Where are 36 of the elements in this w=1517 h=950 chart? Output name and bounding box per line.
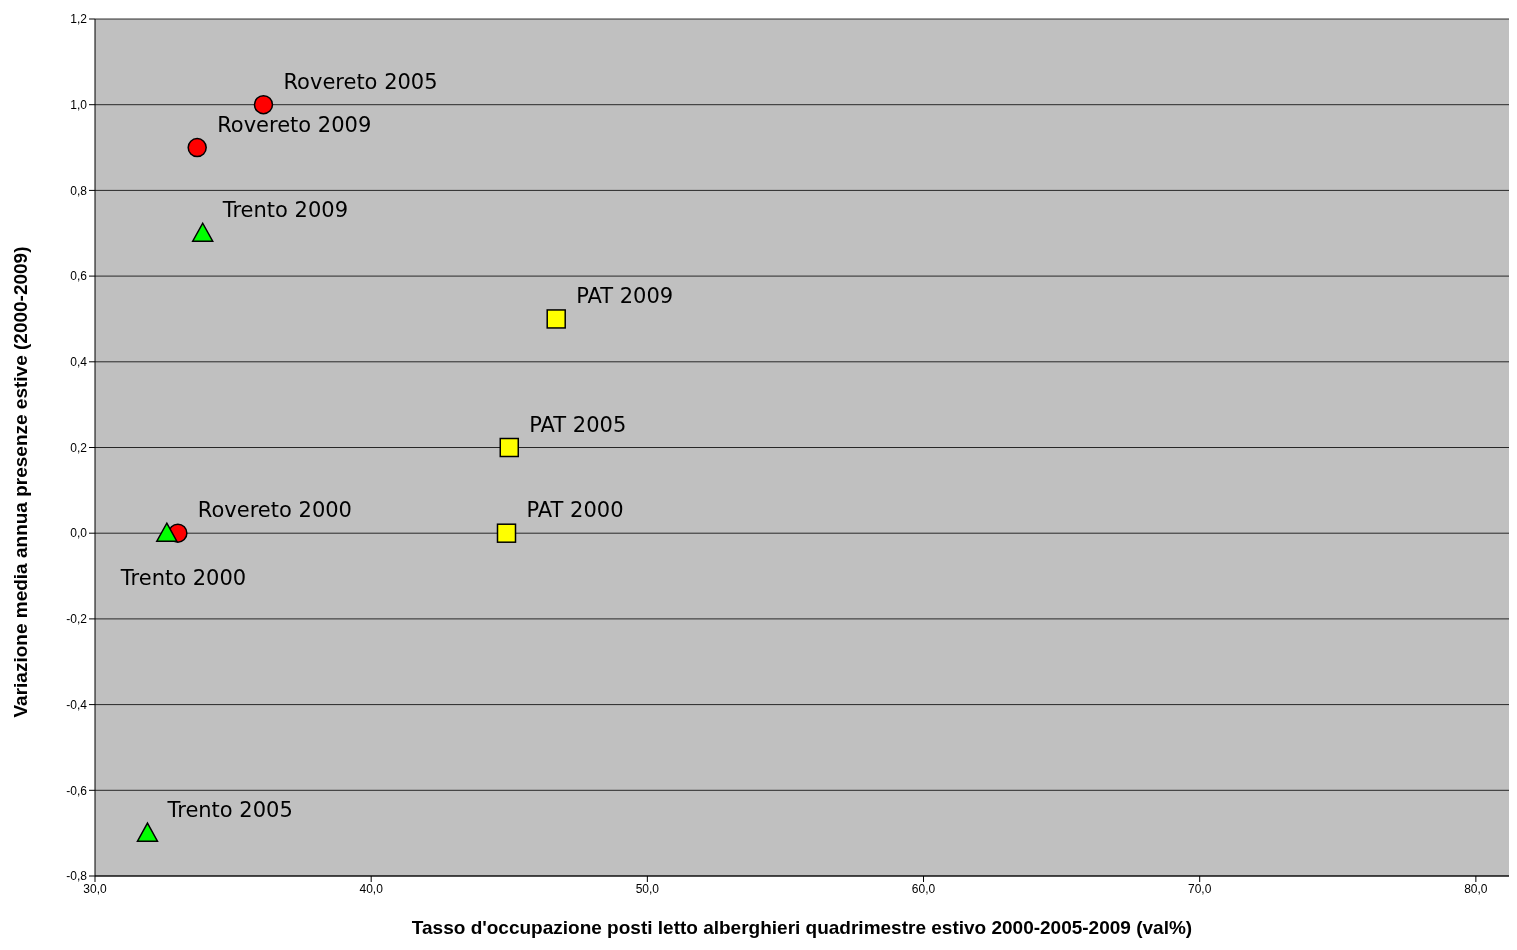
y-axis-title: Variazione media annua presenze estive (2000-2009) [9,246,31,718]
annotation: Trento 2009 [221,198,349,223]
y-tick-label: -0,4 [66,697,88,712]
x-axis-title: Tasso d'occupazione posti letto alberghieri quadrimestre estivo 2000-2005-2009 (val%) [411,917,1193,938]
point [253,94,274,115]
point [191,222,214,242]
y-tick-label: 0,2 [70,440,88,455]
annotation: Trento 2000 [119,566,247,591]
x-tick-label: 80,0 [1464,881,1488,896]
y-tick-label: 0,0 [70,526,88,541]
annotation: PAT 2000 [526,498,624,523]
annotation: Trento 2005 [166,798,293,823]
annotation: PAT 2005 [529,412,627,437]
y-tick-label: -0,2 [66,612,88,627]
point [136,822,159,842]
y-tick-label: -0,6 [66,783,88,798]
y-tick-label: 0,8 [70,183,88,198]
x-tick-label: 70,0 [1188,881,1212,896]
y-tick-label: -0,8 [66,869,88,884]
annotation: Rovereto 2009 [217,112,372,137]
x-tick-label: 60,0 [911,881,936,896]
annotation: Rovereto 2005 [283,69,438,94]
y-tick-label: 0,6 [70,269,88,284]
point [499,437,520,458]
x-tick-label: 40,0 [359,881,384,896]
y-tick-label: 1,0 [70,97,88,112]
x-tick-label: 50,0 [635,881,660,896]
point [187,137,207,158]
x-tick-label: 30,0 [83,881,107,896]
point [156,522,178,542]
y-tick-label: 1,2 [70,12,88,27]
point [496,523,517,543]
annotation: PAT 2009 [576,283,674,308]
point [546,309,566,329]
annotation: Rovereto 2000 [197,498,352,523]
y-tick-label: 0,4 [70,355,88,370]
